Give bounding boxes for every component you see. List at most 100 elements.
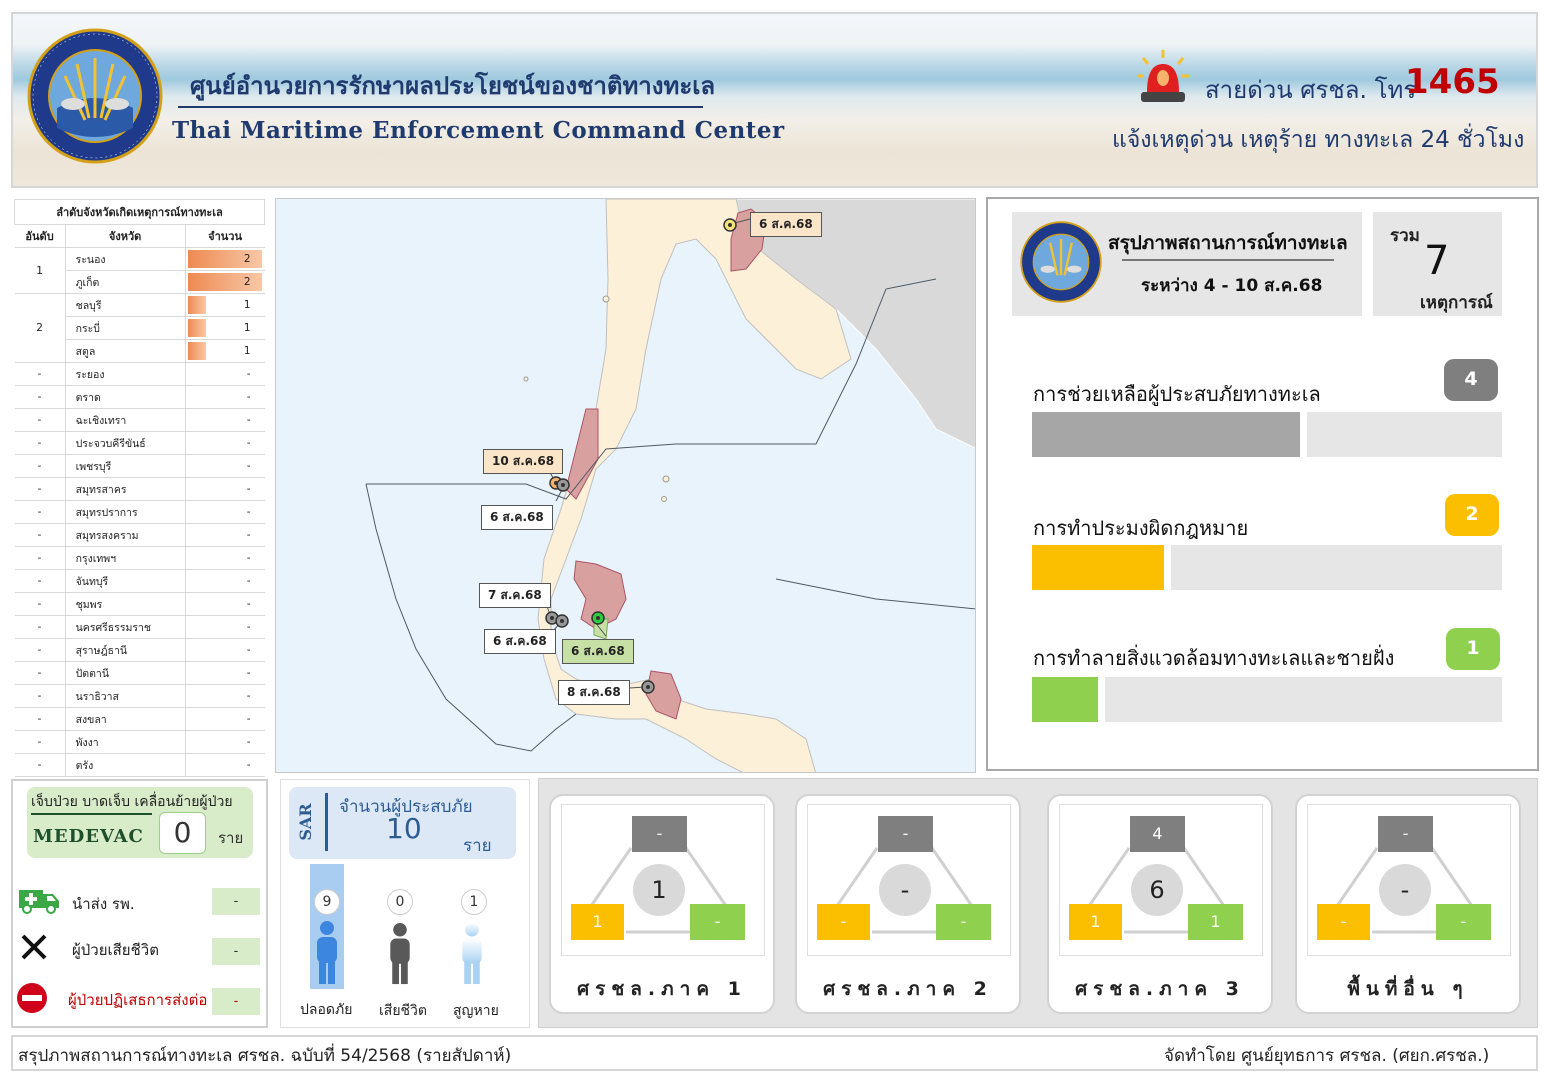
region-environment-count: - [1436, 904, 1491, 940]
table-row: 2 ชลบุรี 1 [14, 293, 265, 363]
category-bar-track [1105, 677, 1502, 722]
medevac-divider [31, 813, 152, 815]
province-cell: นครศรีธรรมราช [65, 615, 186, 639]
province-cell: พังงา [65, 730, 186, 754]
count-cell: - [185, 385, 265, 409]
rank-cell: - [14, 408, 66, 432]
sar-panel [280, 779, 530, 1028]
rank-cell: 2 [14, 293, 66, 363]
table-row: - สุราษฎ์ธานี - [14, 638, 265, 662]
no-entry-icon [17, 983, 47, 1013]
incident-marker[interactable] [591, 611, 605, 625]
region-environment-count: - [690, 904, 745, 940]
table-row: สตูล 1 [15, 339, 265, 363]
table-row: - ประจวบคีรีขันธ์ - [14, 431, 265, 455]
table-row: - ฉะเชิงเทรา - [14, 408, 265, 432]
region-diagram [807, 804, 1011, 956]
count-cell: - [185, 638, 265, 662]
medevac-row-label: นำส่ง รพ. [72, 895, 135, 913]
region-total-count: - [879, 864, 931, 916]
total-unit: เหตุการณ์ [1420, 293, 1493, 313]
count-cell: - [185, 477, 265, 501]
person-missing-icon [462, 922, 482, 985]
missing-label: สูญหาย [453, 1003, 499, 1019]
incident-marker[interactable] [556, 478, 570, 492]
region-rescue-count: - [632, 816, 687, 852]
region-card[interactable]: -1 1- ศรชล.ภาค 1 [549, 794, 775, 1014]
region-card[interactable]: - - - - ศรชล.ภาค 2 [795, 794, 1021, 1014]
medevac-header-box [27, 787, 253, 858]
count-cell: - [185, 454, 265, 478]
province-cell: ประจวบคีรีขันธ์ [65, 431, 186, 455]
region-diagram [561, 804, 765, 956]
incident-marker[interactable] [723, 218, 737, 232]
incident-marker[interactable] [555, 614, 569, 628]
count-cell: 1 [185, 339, 265, 363]
region-connector-lines [1087, 847, 1226, 934]
map-label-date: 6 ส.ค.68 [750, 212, 822, 237]
medevac-row-label: ผู้ป่วยปฏิเสธการส่งต่อ [68, 991, 208, 1009]
count-cell: 1 [185, 293, 265, 317]
sar-tag: SAR [296, 803, 315, 841]
summary-period: ระหว่าง 4 - 10 ส.ค.68 [1141, 276, 1323, 296]
table-row: - ตรัง - [14, 753, 265, 777]
col-header-rank: อันดับ [14, 224, 66, 248]
province-cell: สุราษฎ์ธานี [65, 638, 186, 662]
count-cell: 1 [185, 316, 265, 340]
map-label-date: 6 ส.ค.68 [481, 505, 553, 530]
category-count-badge: 4 [1444, 359, 1498, 401]
count-cell: - [185, 753, 265, 777]
incident-map[interactable]: 6 ส.ค.68 10 ส.ค.68 6 ส.ค.68 7 ส.ค.68 6 ส… [275, 198, 976, 773]
table-row: ภูเก็ต 2 [15, 270, 265, 294]
svg-text:SAR: SAR [296, 803, 315, 841]
dead-label: เสียชีวิต [379, 1003, 427, 1019]
tmecc-logo [27, 28, 163, 164]
ranking-title: ลำดับจังหวัดเกิดเหตุการณ์ทางทะเล [14, 199, 265, 225]
medevac-row-value: - [212, 938, 260, 965]
region-rescue-count: 4 [1130, 816, 1185, 852]
table-row: - ชุมพร - [14, 592, 265, 616]
medevac-description: เจ็บป่วย บาดเจ็บ เคลื่อนย้ายผู้ป่วย [31, 794, 233, 810]
summary-title-underline [1122, 259, 1334, 261]
province-cell: ชุมพร [65, 592, 186, 616]
medevac-row-value: - [212, 888, 260, 915]
table-row: - สมุทรปราการ - [14, 500, 265, 524]
count-cell: - [185, 569, 265, 593]
incident-marker[interactable] [641, 680, 655, 694]
category-bar-fill [1032, 412, 1300, 457]
rank-cell: - [14, 523, 66, 547]
region-card[interactable]: - - - - พื้นที่อื่น ๆ [1295, 794, 1521, 1014]
province-cell: ระยอง [65, 362, 186, 386]
table-row: - นราธิวาส - [14, 684, 265, 708]
footer-report-title: สรุปภาพสถานการณ์ทางทะเล ศรชล. ฉบับที่ 54… [18, 1046, 512, 1066]
category-label: การทำลายสิ่งแวดล้อมทางทะเลและชายฝั่ง [1033, 646, 1395, 670]
header-banner [11, 12, 1538, 188]
region-name: พื้นที่อื่น ๆ [1347, 978, 1469, 1000]
region-rescue-count: - [1378, 816, 1433, 852]
category-label: การทำประมงผิดกฎหมาย [1033, 516, 1249, 540]
rank-cell: - [14, 385, 66, 409]
medevac-unit: ราย [218, 829, 244, 847]
sar-unit: ราย [463, 836, 492, 856]
person-dead-icon [390, 922, 410, 985]
hotline-number[interactable]: 1465 [1405, 62, 1500, 102]
category-bar-fill [1032, 677, 1098, 722]
count-cell: 2 [185, 247, 265, 271]
region-connector-lines [1335, 847, 1474, 934]
person-safe-icon [317, 921, 337, 984]
count-cell: - [185, 661, 265, 685]
medevac-panel [11, 779, 268, 1028]
rank-cell: - [14, 500, 66, 524]
table-row: - สมุทรสาคร - [14, 477, 265, 501]
region-name: ศรชล.ภาค 2 [823, 978, 993, 1000]
col-header-count: จำนวน [185, 224, 265, 248]
rank-cell: - [14, 638, 66, 662]
region-total-count: 1 [633, 864, 685, 916]
map-label-date: 10 ส.ค.68 [483, 449, 564, 474]
sar-value: 10 [386, 812, 422, 845]
col-header-province: จังหวัด [65, 224, 186, 248]
region-card[interactable]: 4 6 1 1 ศรชล.ภาค 3 [1047, 794, 1273, 1014]
map-label-date: 6 ส.ค.68 [562, 639, 634, 664]
table-row: - กรุงเทพฯ - [14, 546, 265, 570]
count-cell: - [185, 684, 265, 708]
